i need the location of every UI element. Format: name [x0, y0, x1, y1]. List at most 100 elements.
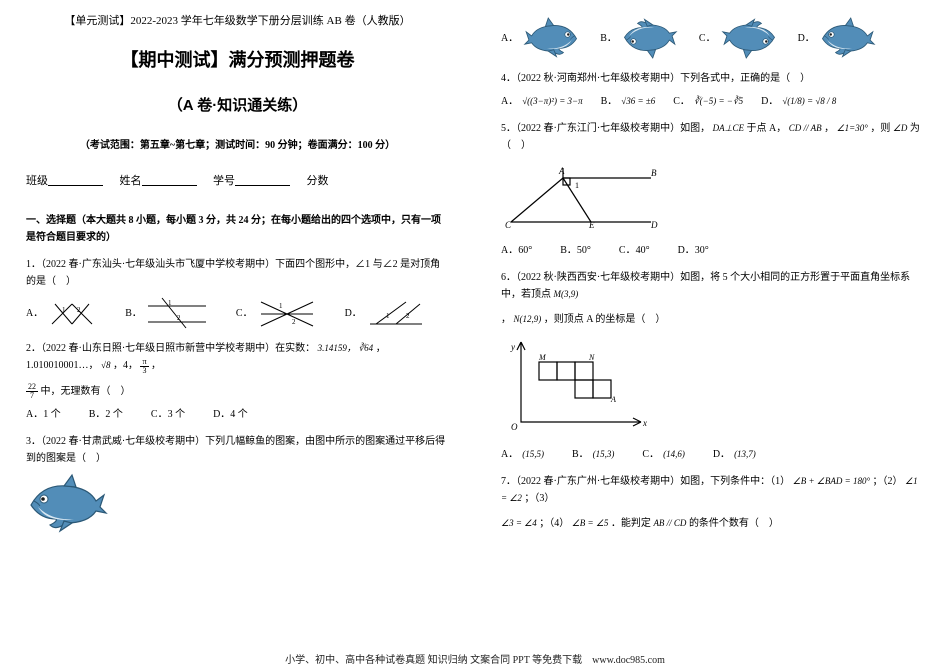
q6-opt-c: C．(14,6)	[642, 446, 684, 463]
q6-text: 6．（2022 秋·陕西西安·七年级校考期中）如图，将 5 个大小相同的正方形置…	[501, 269, 924, 303]
student-fill-line: 班级 姓名 学号 分数	[26, 172, 449, 191]
q3-opt-b: B．	[600, 16, 679, 60]
q6-svg: y x O M N A	[501, 334, 651, 434]
q6-val-d: (13,7)	[734, 447, 756, 462]
q5-svg: A B C D 1 E	[501, 160, 661, 230]
q1-fig-a: 12	[47, 296, 97, 330]
q5-p1: DA⊥CE	[713, 123, 744, 133]
svg-text:B: B	[651, 168, 657, 178]
svg-text:2: 2	[177, 314, 181, 322]
svg-text:A: A	[558, 166, 565, 176]
q5-opt-c: C．40°	[619, 242, 650, 259]
shark-icon	[522, 16, 580, 60]
shark-icon	[720, 16, 778, 60]
q7-text: 7．（2022 春·广东广州·七年级校考期中）如图，下列条件中：（1） ∠B +…	[501, 473, 924, 507]
q4-opt-a: A．√((3−π)²) = 3−π	[501, 93, 583, 110]
title-sub: （A 卷·知识通关练）	[26, 93, 449, 119]
q3-text: 3．（2022 春·甘肃武威·七年级校考期中）下列几幅鲸鱼的图案，由图中所示的图…	[26, 433, 449, 467]
title-main: 【期中测试】满分预测押题卷	[26, 45, 449, 76]
q5-p4: ∠D	[893, 123, 908, 133]
q5-p3: ∠1=30°	[837, 123, 868, 133]
shark-icon	[26, 473, 110, 535]
q4-opt-c: C．∛(−5) = −∛5	[673, 93, 743, 110]
svg-text:D: D	[650, 220, 658, 230]
svg-text:A: A	[610, 395, 616, 404]
q2-text: 2．（2022 春·山东日照·七年级日照市新营中学校考期中）在实数： 3.141…	[26, 340, 449, 374]
q1-text: 1．（2022 春·广东汕头·七年级汕头市飞厦中学校考期中）下面四个图形中，∠1…	[26, 256, 449, 290]
q2-opt-a: A．1 个	[26, 406, 61, 423]
q7-text-2: ∠3 = ∠4 ；（4） ∠B = ∠5 ．能判定 AB // CD 的条件个数…	[501, 515, 924, 532]
svg-text:1: 1	[575, 181, 579, 190]
q2-text-2: 227 中，无理数有（ ）	[26, 383, 449, 400]
q1-options: A． 12 B． 12 C． 12 D． 12	[26, 296, 449, 330]
q6-opt-b: B．(15,3)	[572, 446, 614, 463]
q7-c4: ∠B = ∠5	[572, 518, 609, 528]
blank-id	[235, 174, 290, 186]
shark-icon	[621, 16, 679, 60]
label-score: 分数	[307, 175, 329, 187]
label-class: 班级	[26, 175, 48, 187]
q5-opt-b: B．50°	[560, 242, 591, 259]
svg-text:1: 1	[386, 312, 390, 320]
q2-opt-b: B．2 个	[89, 406, 123, 423]
q3-ref-shark	[26, 473, 449, 535]
svg-text:2: 2	[406, 312, 410, 320]
q1-opt-a: A． 12	[26, 296, 97, 330]
q4-opt-b: B．√36 = ±6	[601, 93, 656, 110]
blank-class	[48, 174, 103, 186]
svg-text:1: 1	[168, 299, 172, 307]
svg-text:O: O	[511, 422, 518, 432]
q2-opt-d: D．4 个	[213, 406, 248, 423]
svg-text:N: N	[588, 353, 595, 362]
q6-val-b: (15,3)	[593, 447, 615, 462]
q4-expr-b: √36 = ±6	[621, 94, 655, 109]
q2-pi3: π3	[140, 358, 148, 375]
q4-expr-c: ∛(−5) = −∛5	[694, 94, 743, 109]
q1-fig-b: 12	[146, 296, 208, 330]
q2-opt-c: C．3 个	[151, 406, 185, 423]
q2-sqrt8: √8	[101, 360, 110, 370]
q6-opt-d: D．(13,7)	[713, 446, 756, 463]
q5-opt-d: D．30°	[678, 242, 709, 259]
q7-c1: ∠B + ∠BAD = 180°	[793, 476, 870, 486]
q2-num1: 3.14159，	[318, 343, 356, 353]
q5-p2: CD // AB	[789, 123, 822, 133]
q4-text: 4．（2022 秋·河南郑州·七年级校考期中）下列各式中，正确的是（ ）	[501, 70, 924, 87]
q6-text-2: ， N(12,9) ，则顶点 A 的坐标是（ ）	[501, 311, 924, 328]
svg-text:E: E	[588, 220, 595, 230]
q4-expr-d: √(1/8) = √8 / 8	[782, 94, 836, 109]
q6-M: M(3,9)	[554, 289, 579, 299]
svg-text:M: M	[538, 353, 547, 362]
label-name: 姓名	[120, 175, 142, 187]
q2-sqrt64: ∛64	[358, 343, 373, 353]
q3-opt-d: D．	[798, 16, 877, 60]
label-id: 学号	[213, 175, 235, 187]
svg-text:C: C	[505, 220, 512, 230]
svg-text:2: 2	[292, 318, 296, 326]
svg-text:2: 2	[77, 306, 81, 314]
q4-expr-a: √((3−π)²) = 3−π	[522, 94, 582, 109]
q4-options: A．√((3−π)²) = 3−π B．√36 = ±6 C．∛(−5) = −…	[501, 93, 924, 110]
q5-opt-a: A．60°	[501, 242, 532, 259]
q6-val-a: (15,5)	[522, 447, 544, 462]
shark-icon	[819, 16, 877, 60]
q6-figure: y x O M N A	[501, 334, 924, 440]
q5-options: A．60° B．50° C．40° D．30°	[501, 242, 924, 259]
q4-opt-d: D．√(1/8) = √8 / 8	[761, 93, 836, 110]
q6-options: A．(15,5) B．(15,3) C．(14,6) D．(13,7)	[501, 446, 924, 463]
svg-text:1: 1	[62, 306, 66, 314]
q1-opt-c: C． 12	[236, 296, 317, 330]
q7-c5: AB // CD	[653, 518, 686, 528]
q6-N: N(12,9)	[514, 314, 542, 324]
svg-text:1: 1	[279, 302, 283, 310]
q1-opt-b: B． 12	[125, 296, 208, 330]
q3-opt-c: C．	[699, 16, 778, 60]
q5-figure: A B C D 1 E	[501, 160, 924, 236]
q5-text: 5．（2022 春·广东江门·七年级校考期中）如图， DA⊥CE 于点 A， C…	[501, 120, 924, 154]
q3-options: A． B． C． D．	[501, 16, 924, 60]
q6-opt-a: A．(15,5)	[501, 446, 544, 463]
unit-header: 【单元测试】2022-2023 学年七年级数学下册分层训练 AB 卷（人教版）	[26, 12, 449, 31]
right-column: A． B． C． D． 4．（2022 秋·河南郑州·七年级校考期中）下列各式中…	[475, 0, 950, 640]
blank-name	[142, 174, 197, 186]
q7-c3: ∠3 = ∠4	[501, 518, 537, 528]
